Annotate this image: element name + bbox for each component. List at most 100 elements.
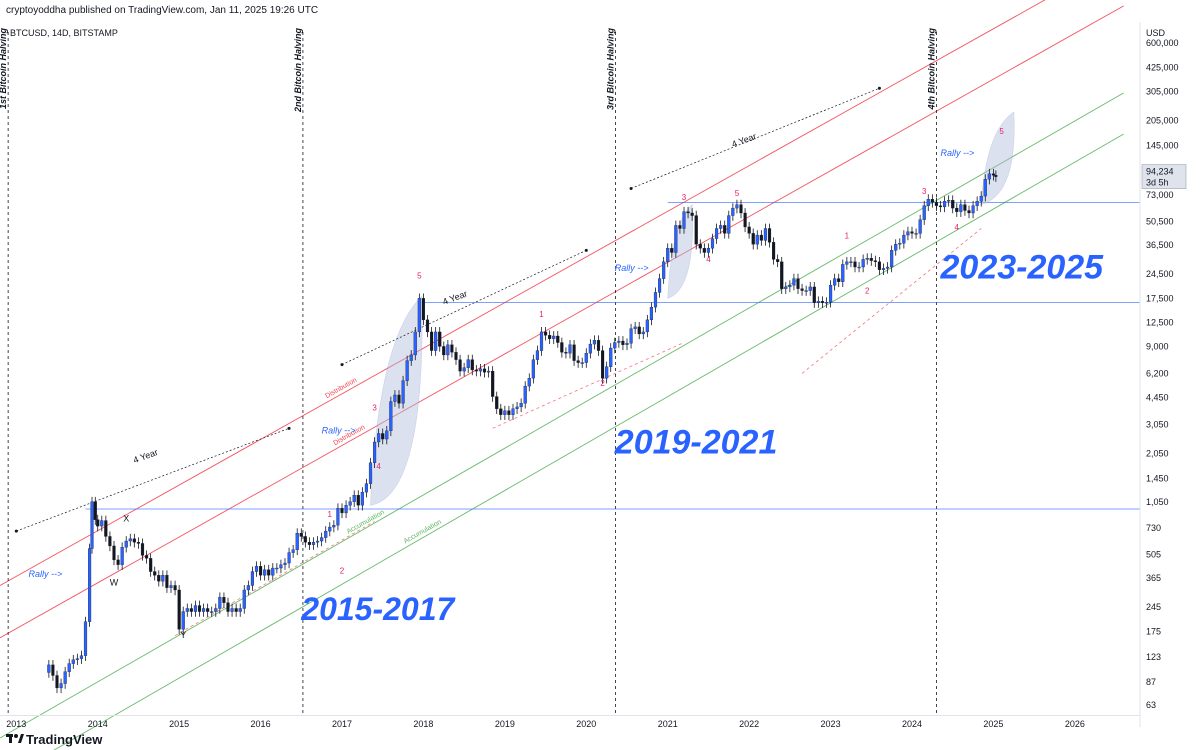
candle-body xyxy=(910,231,914,234)
cycle-arrow-label: 4 Year xyxy=(441,288,468,306)
candle-body xyxy=(478,368,483,372)
candle-body xyxy=(588,343,592,354)
candle-body xyxy=(865,258,869,260)
candle-body xyxy=(881,268,886,270)
candle-body xyxy=(617,340,621,343)
candle-body xyxy=(592,340,597,345)
candle-body xyxy=(678,225,682,229)
candle-body xyxy=(238,608,242,612)
channel-line xyxy=(53,133,1124,750)
candle-body xyxy=(328,526,332,532)
halving-label: 2nd Bitcoin Halving xyxy=(293,28,303,114)
candle-body xyxy=(291,549,295,553)
y-axis-tick-label: 305,000 xyxy=(1146,87,1179,97)
candle-body xyxy=(556,335,560,343)
candle-body xyxy=(275,567,279,570)
candle-body xyxy=(890,250,894,268)
cycle-arrow-line xyxy=(16,427,290,532)
y-axis-tick-label: 3,050 xyxy=(1146,420,1169,430)
candle-body xyxy=(466,359,470,368)
candle-body xyxy=(580,362,584,364)
candle-body xyxy=(804,290,808,292)
candle-body xyxy=(600,350,605,379)
candle-body xyxy=(539,331,544,351)
candle-body xyxy=(116,559,120,565)
candle-body xyxy=(641,331,645,335)
wave-label: 4 xyxy=(955,223,960,232)
candle-body xyxy=(210,611,214,613)
wave-label: 2 xyxy=(865,287,870,296)
candle-body xyxy=(613,342,617,349)
y-axis-tick-label: 205,000 xyxy=(1146,115,1179,125)
candle-body xyxy=(197,605,202,612)
current-price-label: 94,234 xyxy=(1146,167,1174,177)
wave-label: 3 xyxy=(372,404,377,413)
candle-body xyxy=(780,261,784,289)
candle-body xyxy=(621,340,625,345)
candle-body xyxy=(324,530,328,538)
candle-body xyxy=(189,608,193,612)
y-axis-tick-label: 600,000 xyxy=(1146,38,1179,48)
candle-body xyxy=(332,524,336,528)
candle-body xyxy=(788,285,792,288)
rally-label: Rally --> xyxy=(615,263,649,273)
candle-body xyxy=(495,396,499,409)
rally-label: Rally --> xyxy=(322,425,356,435)
candle-body xyxy=(104,520,108,537)
candle-body xyxy=(951,200,955,209)
y-axis-tick-label: 123 xyxy=(1146,652,1161,662)
candle-body xyxy=(808,286,812,291)
candle-body xyxy=(177,589,181,630)
candle-body xyxy=(906,231,910,236)
channel-line xyxy=(0,92,1124,739)
candle-body xyxy=(523,385,527,404)
y-axis-tick-label: 2,050 xyxy=(1146,448,1169,458)
cycle-arrow-head xyxy=(340,363,344,367)
y-axis-tick-label: 6,200 xyxy=(1146,368,1169,378)
candle-body xyxy=(971,205,975,214)
candle-body xyxy=(682,211,686,229)
channel-line xyxy=(0,0,1046,586)
candle-body xyxy=(413,331,417,356)
rally-label: Rally --> xyxy=(941,148,975,158)
cycle-arrow-head xyxy=(877,86,881,90)
candle-body xyxy=(429,331,434,351)
candle-body xyxy=(230,608,234,612)
candle-body xyxy=(873,260,877,262)
candle-body xyxy=(360,491,364,506)
candle-body xyxy=(165,575,169,588)
candle-body xyxy=(812,286,816,303)
candle-body xyxy=(161,575,165,582)
candle-body xyxy=(735,204,739,209)
halving-label: 4th Bitcoin Halving xyxy=(926,28,936,111)
y-axis-tick-label: 1,450 xyxy=(1146,473,1169,483)
candle-body xyxy=(71,659,75,664)
candle-body xyxy=(169,585,173,588)
candle-body xyxy=(93,501,97,520)
candle-body xyxy=(442,346,446,356)
candle-body xyxy=(83,621,88,656)
candle-body xyxy=(295,533,299,550)
candle-body xyxy=(674,225,678,253)
candle-body xyxy=(315,540,320,543)
candle-body xyxy=(869,258,873,261)
candle-body xyxy=(991,173,996,176)
candle-body xyxy=(377,433,381,443)
candle-body xyxy=(767,228,772,243)
candle-body xyxy=(470,359,474,371)
candle-body xyxy=(963,204,967,211)
candle-body xyxy=(120,547,124,565)
candle-body xyxy=(938,205,943,208)
candle-body xyxy=(686,211,690,214)
channel-name-label: Accumulation xyxy=(346,509,386,536)
wave-label: 2 xyxy=(600,379,605,388)
cycle-arrow-head xyxy=(584,248,588,252)
y-axis-tick-label: 9,000 xyxy=(1146,341,1169,351)
wave-label: 1 xyxy=(845,232,850,241)
candle-body xyxy=(934,202,939,206)
candle-body xyxy=(576,360,580,363)
candle-body xyxy=(185,608,189,612)
candle-body xyxy=(486,370,491,373)
candle-body xyxy=(584,353,588,363)
